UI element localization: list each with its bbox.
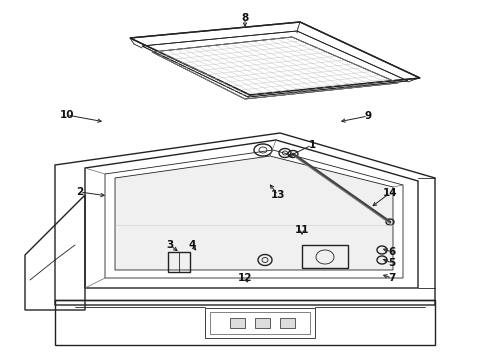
Text: 1: 1 [308,140,316,150]
Text: 10: 10 [60,110,74,120]
Text: 5: 5 [389,258,395,268]
Text: 4: 4 [188,240,196,250]
Text: 12: 12 [238,273,252,283]
Text: 2: 2 [76,187,84,197]
Text: 3: 3 [167,240,173,250]
Text: 11: 11 [295,225,309,235]
Polygon shape [115,156,393,270]
Text: 8: 8 [242,13,248,23]
Text: 13: 13 [271,190,285,200]
Polygon shape [230,318,245,328]
Text: 7: 7 [388,273,396,283]
Text: 14: 14 [383,188,397,198]
Text: 6: 6 [389,247,395,257]
Polygon shape [280,318,295,328]
Text: 9: 9 [365,111,371,121]
Polygon shape [255,318,270,328]
